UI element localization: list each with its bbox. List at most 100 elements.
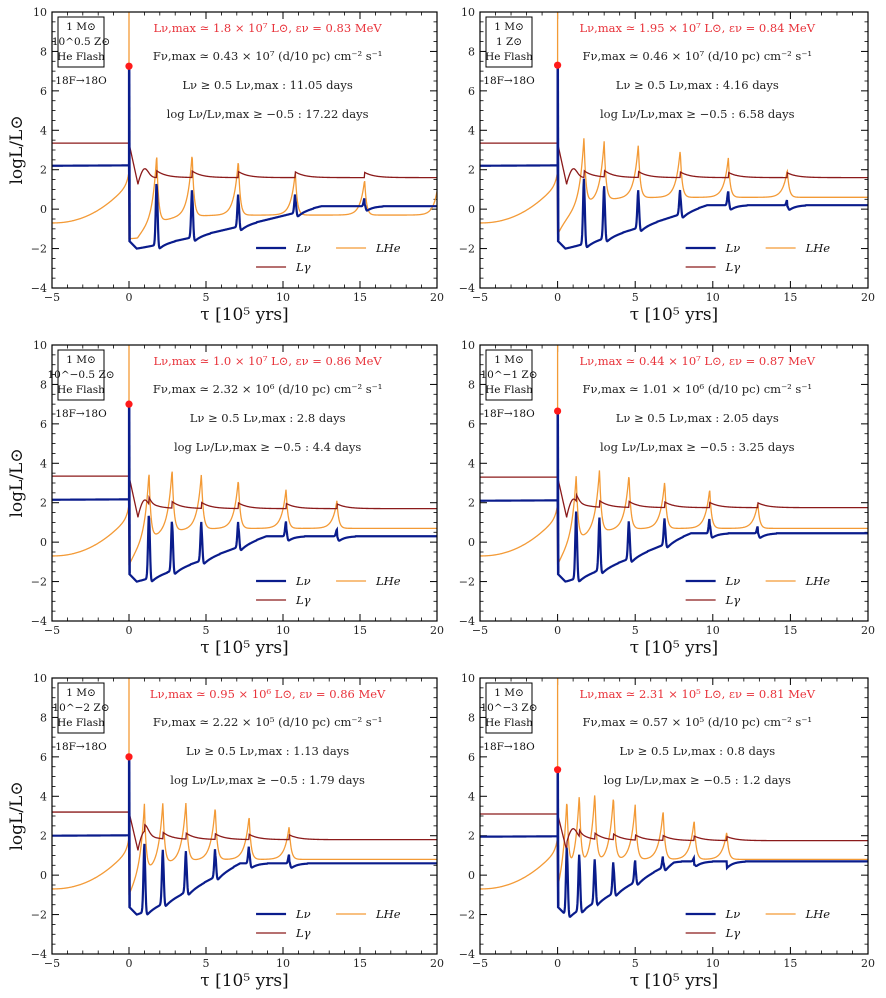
- y-tick-label: 2: [40, 830, 47, 843]
- series-line-Lgamma: [52, 142, 437, 185]
- y-tick-label: 6: [40, 418, 47, 431]
- y-tick-label: 2: [468, 164, 475, 177]
- x-tick-label: 15: [783, 957, 797, 970]
- y-tick-label: 10: [461, 339, 475, 352]
- x-tick-label: 20: [861, 624, 875, 637]
- reaction-label: 18F→18O: [55, 741, 107, 753]
- info-box-line: 1 M⊙: [66, 354, 96, 366]
- series-line-Lgamma: [52, 811, 437, 851]
- series-line-Lgamma: [480, 142, 868, 185]
- y-tick-label: 6: [40, 85, 47, 98]
- series-line-Lnu: [480, 835, 868, 919]
- y-tick-label: 8: [468, 378, 475, 391]
- curves: [480, 678, 868, 919]
- x-axis-label: τ [10⁵ yrs]: [630, 638, 718, 658]
- y-tick-label: 4: [468, 457, 475, 470]
- legend-label-LHe: LHe: [805, 241, 831, 255]
- info-box-line: 10^−1 Z⊙: [480, 369, 537, 381]
- peak-luminosity-text: Lν,max ≃ 1.0 × 10⁷ L⊙, εν = 0.86 MeV: [153, 354, 382, 368]
- x-tick-label: 15: [353, 957, 367, 970]
- x-tick-label: 20: [861, 291, 875, 304]
- legend-label-Lnu: Lν: [725, 574, 741, 588]
- x-tick-label: 5: [632, 624, 639, 637]
- reaction-label: 18F→18O: [483, 741, 535, 753]
- x-tick-label: 0: [126, 624, 133, 637]
- y-tick-label: −4: [459, 948, 475, 961]
- y-tick-label: 0: [40, 203, 47, 216]
- peak-marker: [554, 766, 562, 774]
- y-tick-label: 0: [468, 869, 475, 882]
- y-tick-label: −2: [31, 909, 47, 922]
- legend-label-LHe: LHe: [375, 574, 401, 588]
- duration-half-text: Lν ≥ 0.5 Lν,max : 11.05 days: [182, 78, 353, 92]
- y-tick-label: 4: [468, 790, 475, 803]
- x-axis-label: τ [10⁵ yrs]: [200, 971, 288, 991]
- peak-luminosity-text: Lν,max ≃ 1.95 × 10⁷ L⊙, εν = 0.84 MeV: [579, 21, 815, 35]
- info-box-line: 10^0.5 Z⊙: [52, 36, 110, 48]
- plot-frame: [479, 677, 869, 955]
- y-tick-label: 0: [468, 536, 475, 549]
- y-tick-label: 4: [40, 790, 47, 803]
- peak-marker: [554, 61, 562, 69]
- y-tick-label: 10: [461, 6, 475, 19]
- x-tick-label: 10: [276, 624, 290, 637]
- legend-label-Lgamma: Lγ: [295, 593, 311, 607]
- y-tick-label: 6: [468, 751, 475, 764]
- y-tick-label: 0: [40, 536, 47, 549]
- y-tick-label: −2: [31, 576, 47, 589]
- y-axis-label: logL/L⊙: [7, 448, 27, 517]
- peak-marker: [125, 753, 133, 761]
- y-tick-label: 2: [40, 497, 47, 510]
- series-line-Lgamma: [480, 476, 868, 518]
- y-tick-label: −2: [459, 576, 475, 589]
- y-tick-label: 0: [40, 869, 47, 882]
- y-tick-label: 4: [40, 124, 47, 137]
- legend-label-Lnu: Lν: [725, 241, 741, 255]
- legend-label-Lgamma: Lγ: [295, 260, 311, 274]
- info-box: [57, 16, 105, 68]
- legend-label-Lgamma: Lγ: [725, 926, 741, 940]
- curves: [52, 12, 437, 250]
- duration-log-text: log Lν/Lν,max ≥ −0.5 : 3.25 days: [600, 440, 795, 454]
- info-box-line: 10^−0.5 Z⊙: [47, 369, 114, 381]
- plot-frame: [51, 11, 438, 289]
- y-tick-label: 10: [33, 6, 47, 19]
- peak-luminosity-text: Lν,max ≃ 0.95 × 10⁶ L⊙, εν = 0.86 MeV: [150, 687, 386, 701]
- duration-log-text: log Lν/Lν,max ≥ −0.5 : 1.2 days: [604, 773, 791, 787]
- series-line-LHe: [480, 795, 868, 890]
- peak-flux-text: Fν,max ≃ 2.32 × 10⁶ (d/10 pc) cm⁻² s⁻¹: [153, 382, 383, 396]
- series-line-Lnu: [480, 164, 868, 250]
- curves: [480, 345, 868, 583]
- x-tick-label: 10: [706, 291, 720, 304]
- curves: [480, 12, 868, 250]
- y-axis-label: logL/L⊙: [7, 115, 27, 184]
- reaction-label: 18F→18O: [483, 408, 535, 420]
- series-line-LHe: [480, 138, 868, 235]
- y-tick-label: 4: [468, 124, 475, 137]
- legend-label-LHe: LHe: [805, 574, 831, 588]
- series-line-Lnu: [52, 164, 437, 250]
- x-axis-label: τ [10⁵ yrs]: [630, 305, 718, 325]
- series-line-LHe: [52, 803, 437, 896]
- y-tick-label: 8: [468, 711, 475, 724]
- y-tick-label: −4: [31, 948, 47, 961]
- x-axis-label: τ [10⁵ yrs]: [630, 971, 718, 991]
- x-tick-label: 0: [126, 291, 133, 304]
- peak-flux-text: Fν,max ≃ 2.22 × 10⁵ (d/10 pc) cm⁻² s⁻¹: [153, 715, 383, 729]
- y-tick-label: 10: [461, 672, 475, 685]
- x-tick-label: 10: [276, 291, 290, 304]
- y-tick-label: −2: [31, 243, 47, 256]
- info-box: [485, 682, 533, 734]
- peak-luminosity-text: Lν,max ≃ 2.31 × 10⁵ L⊙, εν = 0.81 MeV: [579, 687, 815, 701]
- info-box: [57, 682, 105, 734]
- peak-marker: [554, 407, 562, 415]
- peak-marker: [125, 62, 133, 70]
- info-box-line: 1 M⊙: [494, 21, 524, 33]
- reaction-label: 18F→18O: [483, 75, 535, 87]
- x-tick-label: 20: [430, 624, 444, 637]
- peak-flux-text: Fν,max ≃ 0.57 × 10⁵ (d/10 pc) cm⁻² s⁻¹: [583, 715, 813, 729]
- info-box: [485, 349, 533, 401]
